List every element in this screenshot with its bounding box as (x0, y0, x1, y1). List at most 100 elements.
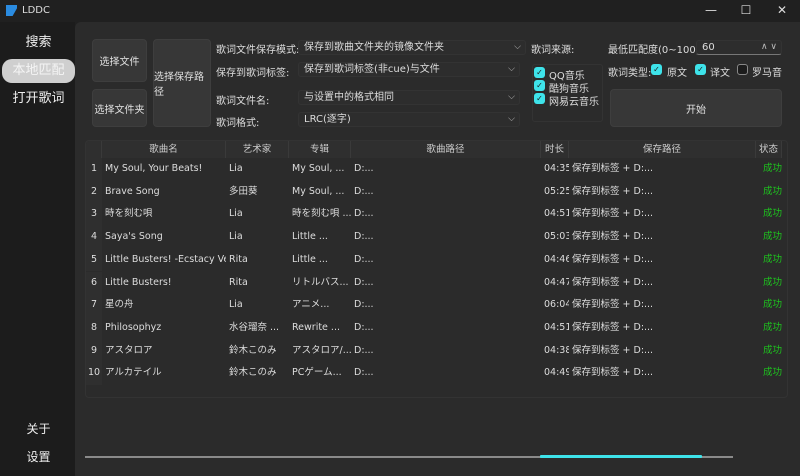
cell-album: Little ... (292, 231, 328, 243)
sidebar: 搜索 本地匹配 打开歌词 关于 设置 (0, 22, 75, 476)
cell-song-path: D:... (354, 344, 374, 356)
cell-status: 成功 (762, 185, 782, 197)
cell-album: Rewrite ... (292, 321, 340, 333)
save-mode-value: 保存到歌曲文件夹的镜像文件夹 (304, 42, 444, 53)
table-row[interactable]: 8 Philosophyz 水谷瑠奈 ... Rewrite ... D:... 04:5… (86, 316, 787, 340)
sidebar-item-local-match[interactable]: 本地匹配 (2, 59, 75, 83)
header-song-path[interactable]: 歌曲路径 (351, 141, 541, 158)
minimize-button[interactable]: — (705, 3, 717, 17)
min-score-spinbox[interactable]: 60 ∧ ∨ (696, 40, 782, 55)
cell-song-path: D:... (354, 231, 374, 243)
row-index: 4 (86, 226, 102, 249)
cell-duration: 05:03 (544, 231, 569, 243)
cell-album: リトルバス... (292, 276, 349, 288)
select-folder-button[interactable]: 选择文件夹 (92, 89, 147, 127)
row-index: 6 (86, 271, 102, 295)
cell-duration: 05:25 (544, 185, 569, 197)
cell-title: アルカテイル (105, 367, 162, 379)
table-row[interactable]: 4 Saya's Song Lia Little ... D:... 05:03 保存到标签… (86, 226, 787, 249)
chevron-down-icon: ⌵ (508, 114, 515, 124)
save-mode-select[interactable]: 保存到歌曲文件夹的镜像文件夹 ⌵ (298, 40, 526, 55)
cell-status: 成功 (762, 253, 782, 265)
translation-label: 译文 (710, 68, 730, 79)
cell-album: Little ... (292, 253, 328, 265)
checkbox-romaji[interactable] (737, 64, 748, 75)
cell-save-path: 保存到标签 + D:... (572, 208, 654, 220)
cell-save-path: 保存到标签 + D:... (572, 344, 654, 356)
maximize-button[interactable]: ☐ (740, 3, 752, 17)
min-score-value: 60 (702, 42, 715, 53)
cell-artist: 多田葵 (229, 185, 258, 197)
sidebar-item-settings[interactable]: 设置 (26, 450, 51, 464)
checkbox-original[interactable]: ✓ (651, 64, 662, 75)
sidebar-item-open-lyrics[interactable]: 打开歌词 (12, 91, 65, 106)
table-row[interactable]: 7 星の舟 Lia アニメ... D:... 06:04 保存到标签 + D:... 成功 (86, 294, 787, 317)
corner-header (86, 141, 102, 158)
app-logo-icon (6, 5, 17, 16)
sidebar-item-about[interactable]: 关于 (26, 422, 51, 436)
cell-save-path: 保存到标签 + D:... (572, 163, 654, 174)
min-score-label: 最低匹配度(0~100): (608, 45, 703, 56)
cell-duration: 04:46 (544, 253, 569, 265)
table-row[interactable]: 1 My Soul, Your Beats! Lia My Soul, ... D:..… (86, 158, 787, 181)
cell-title: Little Busters! (105, 276, 172, 288)
table-row[interactable]: 6 Little Busters! Rita リトルバス... D:... 04:47 保存… (86, 271, 787, 295)
save-mode-label: 歌词文件保存模式: (216, 45, 300, 56)
cell-status: 成功 (762, 208, 782, 220)
save-tag-label: 保存到歌词标签: (216, 68, 290, 79)
header-title[interactable]: 歌曲名 (102, 141, 226, 158)
cell-song-path: D:... (354, 299, 374, 311)
table-row[interactable]: 3 時を刻む唄 Lia 時を刻む唄 ... D:... 04:51 保存到标签 + D:..… (86, 203, 787, 227)
row-index: 1 (86, 158, 102, 181)
header-status[interactable]: 状态 (756, 141, 782, 158)
progress-track (85, 456, 733, 458)
checkbox-kugou[interactable]: ✓ (534, 80, 545, 91)
cell-save-path: 保存到标签 + D:... (572, 253, 654, 265)
results-table: 歌曲名 艺术家 专辑 歌曲路径 时长 保存路径 状态 1 My Soul, You… (85, 140, 788, 398)
lyric-type-label: 歌词类型: (608, 68, 652, 79)
header-save-path[interactable]: 保存路径 (569, 141, 756, 158)
cell-save-path: 保存到标签 + D:... (572, 321, 654, 333)
cell-status: 成功 (762, 299, 782, 311)
cell-duration: 04:51 (544, 321, 569, 333)
table-row[interactable]: 9 アスタロア 鈴木このみ アスタロア/... D:... 04:38 保存到标签 + D:… (86, 339, 787, 363)
cell-save-path: 保存到标签 + D:... (572, 231, 654, 243)
cell-title: Saya's Song (105, 231, 163, 243)
checkbox-netease[interactable]: ✓ (534, 93, 545, 104)
cell-album: アニメ... (292, 299, 330, 311)
source-label: 歌词来源: (531, 45, 575, 56)
format-label: 歌词格式: (216, 118, 260, 129)
cell-duration: 04:35 (544, 163, 569, 174)
row-index: 9 (86, 339, 102, 363)
select-file-button[interactable]: 选择文件 (92, 39, 147, 82)
table-row[interactable]: 5 Little Busters! -Ecstacy Ver.- Rita Littl… (86, 248, 787, 272)
checkbox-translation[interactable]: ✓ (695, 64, 706, 75)
row-index: 2 (86, 180, 102, 204)
cell-status: 成功 (762, 344, 782, 356)
save-tag-select[interactable]: 保存到歌词标签(非cue)与文件 ⌵ (298, 62, 520, 77)
table-row[interactable]: 10 アルカテイル 鈴木このみ PCゲーム... D:... 04:49 保存到标签 + D… (86, 362, 787, 385)
header-artist[interactable]: 艺术家 (226, 141, 289, 158)
cell-save-path: 保存到标签 + D:... (572, 276, 654, 288)
format-select[interactable]: LRC(逐字) ⌵ (298, 112, 520, 127)
cell-artist: Lia (229, 208, 243, 220)
select-save-path-button[interactable]: 选择保存路径 (153, 39, 211, 127)
source-qq-label: QQ音乐 (549, 71, 585, 82)
cell-song-path: D:... (354, 367, 374, 379)
format-value: LRC(逐字) (304, 114, 351, 125)
table-row[interactable]: 2 Brave Song 多田葵 My Soul, ... D:... 05:25 保存到标… (86, 180, 787, 204)
filename-select[interactable]: 与设置中的格式相同 ⌵ (298, 90, 520, 105)
close-button[interactable]: ✕ (776, 3, 788, 17)
sidebar-item-search[interactable]: 搜索 (25, 35, 52, 50)
cell-duration: 04:38 (544, 344, 569, 356)
cell-artist: 水谷瑠奈 ... (229, 321, 280, 333)
stepper-arrows-icon[interactable]: ∧ ∨ (760, 42, 777, 52)
cell-save-path: 保存到标签 + D:... (572, 185, 654, 197)
progress-indicator (540, 455, 702, 458)
cell-status: 成功 (762, 367, 782, 379)
header-duration[interactable]: 时长 (541, 141, 569, 158)
header-album[interactable]: 专辑 (289, 141, 351, 158)
start-button[interactable]: 开始 (610, 89, 782, 127)
row-index: 7 (86, 294, 102, 317)
checkbox-qq[interactable]: ✓ (534, 67, 545, 78)
